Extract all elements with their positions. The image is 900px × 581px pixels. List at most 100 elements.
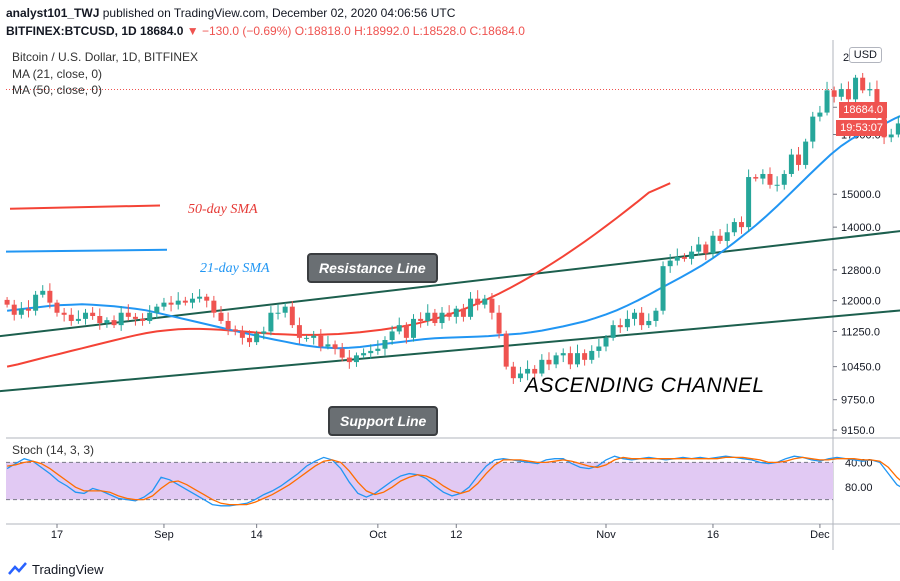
candle-body — [111, 320, 117, 326]
candle-body — [553, 355, 559, 365]
candle-body — [268, 312, 274, 332]
tradingview-logo[interactable]: TradingView — [8, 561, 104, 577]
candle-body — [895, 123, 900, 135]
candle-body — [161, 302, 167, 307]
candle-body — [140, 318, 146, 321]
candle-body — [660, 266, 666, 311]
last-price-tag: 18684.0 — [839, 102, 887, 118]
candle-body — [282, 306, 288, 313]
candle-body — [582, 353, 588, 360]
candle-body — [724, 232, 730, 241]
ma21-line — [6, 115, 900, 350]
candle-body — [90, 312, 96, 317]
candle-body — [425, 312, 431, 321]
time-tick-label: 17 — [51, 529, 63, 541]
time-tick-label: 16 — [707, 529, 719, 541]
candle-body — [460, 308, 466, 317]
candle-body — [831, 90, 837, 97]
price-tick-label: 11250.0 — [841, 326, 880, 338]
candle-body — [753, 177, 759, 179]
candle-body — [738, 222, 744, 228]
candle-body — [482, 298, 488, 305]
candle-body — [147, 312, 153, 321]
price-tick-label-top: 2 — [843, 52, 849, 64]
candle-body — [125, 312, 131, 317]
price-tick-label: 12800.0 — [841, 265, 881, 277]
candle-body — [567, 353, 573, 365]
stoch-k-line — [6, 455, 900, 507]
candle-body — [375, 348, 381, 351]
ma50-legend[interactable]: MA (50, close, 0) — [12, 83, 103, 97]
candle-body — [83, 312, 89, 319]
resistance-callout: Resistance Line — [307, 253, 438, 283]
currency-unit-button[interactable]: USD — [848, 47, 882, 63]
candle-body — [489, 298, 495, 313]
candle-body — [674, 257, 680, 261]
candle-body — [4, 299, 10, 305]
candle-body — [539, 359, 545, 374]
candle-body — [182, 300, 188, 303]
candle-body — [475, 298, 481, 305]
candle-body — [68, 314, 74, 321]
candle-body — [803, 141, 809, 165]
ma21-legend[interactable]: MA (21, close, 0) — [12, 67, 103, 81]
candle-body — [175, 300, 181, 305]
candle-body — [197, 296, 203, 299]
candle-body — [204, 296, 210, 301]
candle-body — [403, 325, 409, 338]
candle-body — [261, 331, 267, 334]
candle-body — [40, 290, 46, 295]
stoch-tick-label: 80.00 — [845, 482, 873, 494]
stoch-d-line — [7, 456, 900, 506]
candle-body — [396, 325, 402, 332]
candle-body — [546, 359, 552, 365]
price-pane — [6, 40, 833, 436]
candle-body — [353, 355, 359, 363]
ma50-line — [6, 182, 671, 368]
time-tick-label: Sep — [154, 529, 174, 541]
author-name[interactable]: analyst101_TWJ — [6, 6, 100, 20]
ma50-earlier-segment — [9, 204, 161, 210]
candle-body — [517, 373, 523, 379]
support-line — [0, 309, 900, 393]
candle-body — [781, 173, 787, 185]
candle-body — [589, 350, 595, 360]
candle-body — [646, 320, 652, 326]
candle-body — [810, 116, 816, 142]
candle-body — [75, 318, 81, 321]
candle-body — [838, 89, 844, 97]
candle-body — [104, 320, 110, 324]
candle-body — [603, 337, 609, 347]
countdown-tag: 19:53:07 — [836, 120, 887, 136]
publish-info: analyst101_TWJ published on TradingView.… — [6, 6, 455, 20]
series-title[interactable]: Bitcoin / U.S. Dollar, 1D, BITFINEX — [12, 50, 199, 64]
candle-body — [824, 90, 830, 113]
candle-body — [189, 298, 195, 303]
candle-body — [788, 154, 794, 174]
candle-body — [61, 312, 67, 315]
candle-body — [746, 177, 752, 228]
candle-body — [168, 302, 174, 305]
candle-body — [18, 308, 24, 315]
channel-label: ASCENDING CHANNEL — [525, 374, 765, 397]
publish-text: published on TradingView.com, December 0… — [99, 6, 456, 20]
candle-body — [453, 308, 459, 317]
candle-body — [339, 348, 345, 358]
price-tick-label: 12000.0 — [841, 296, 881, 308]
price-change: ▼ −130.0 (−0.69%) — [186, 24, 292, 38]
candle-body — [132, 316, 138, 319]
candle-body — [311, 335, 317, 338]
candle-body — [696, 244, 702, 252]
candle-body — [610, 325, 616, 338]
price-tick-label: 9750.0 — [841, 395, 875, 407]
candle-body — [503, 333, 509, 367]
candle-body — [774, 184, 780, 186]
stoch-band — [6, 462, 833, 500]
candle-body — [289, 306, 295, 326]
candle-body — [525, 368, 531, 374]
stoch-legend[interactable]: Stoch (14, 3, 3) — [12, 443, 95, 457]
support-callout: Support Line — [328, 406, 439, 436]
candle-body — [639, 312, 645, 326]
candle-body — [617, 325, 623, 328]
